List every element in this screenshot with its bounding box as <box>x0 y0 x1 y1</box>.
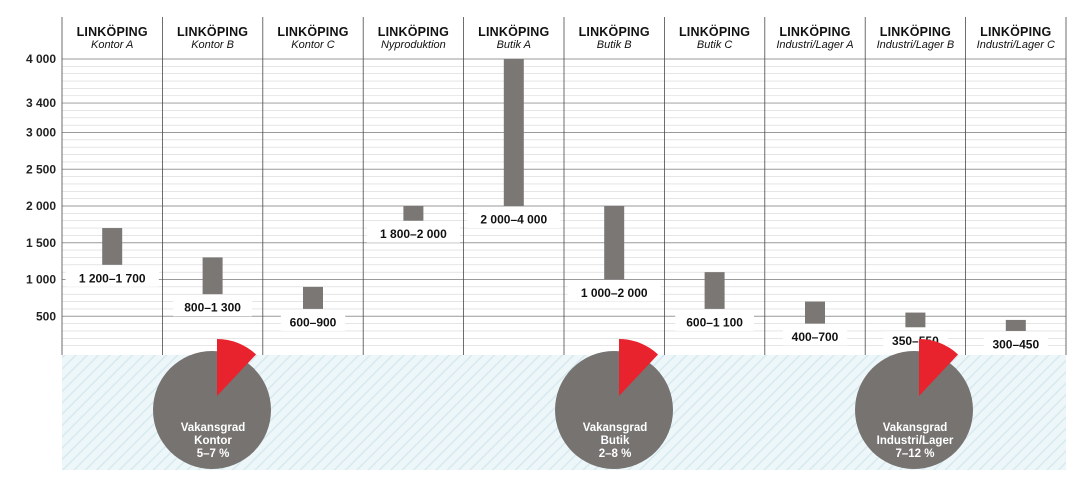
column-city: LINKÖPING <box>177 24 248 39</box>
column-category: Industri/Lager C <box>977 39 1055 51</box>
y-tick-label: 3 000 <box>26 126 56 140</box>
range-label: 2 000–4 000 <box>480 213 547 227</box>
y-tick-label: 1 000 <box>26 273 56 287</box>
column-city: LINKÖPING <box>880 24 951 39</box>
vacancy-label: 5–7 % <box>197 448 230 460</box>
y-tick-label: 4 000 <box>26 52 56 66</box>
column-category: Industri/Lager A <box>776 39 853 51</box>
vacancy-label: 7–12 % <box>895 448 934 460</box>
column-category: Kontor A <box>91 39 133 51</box>
column-city: LINKÖPING <box>779 24 850 39</box>
vacancy-pie <box>153 351 271 469</box>
range-label: 600–900 <box>290 315 337 329</box>
range-label-bg <box>782 327 848 346</box>
range-label-bg <box>280 312 346 331</box>
vacancy-pie-slice <box>217 339 257 396</box>
range-bar <box>905 312 926 328</box>
column-dividers <box>61 17 1067 355</box>
vacancy-label: Industri/Lager <box>877 435 954 447</box>
range-label: 1 200–1 700 <box>79 271 146 285</box>
range-bar <box>202 257 223 295</box>
y-tick-label: 1 500 <box>26 236 56 250</box>
range-label: 1 800–2 000 <box>380 227 447 241</box>
range-bar <box>102 228 123 265</box>
vacancy-pie-slice <box>919 339 959 396</box>
range-bars: 1 200–1 700 800–1 300 600–900 1 800–2 000 2 … <box>65 59 1048 353</box>
vacancy-label: 2–8 % <box>599 448 632 460</box>
range-label: 1 000–2 000 <box>581 286 648 300</box>
range-label-bg <box>983 334 1048 353</box>
column-category: Nyproduktion <box>381 39 446 51</box>
range-label: 400–700 <box>792 330 839 344</box>
vacancy-pie <box>855 351 973 469</box>
range-bar <box>604 206 625 280</box>
vacancy-label: Vakansgrad <box>181 422 246 434</box>
range-bar <box>1005 319 1026 331</box>
range-label: 800–1 300 <box>184 301 241 315</box>
range-label-bg <box>366 224 460 243</box>
vacancy-label: Vakansgrad <box>583 422 648 434</box>
y-tick-label: 500 <box>36 309 56 323</box>
y-tick-label: 2 000 <box>26 199 56 213</box>
vacancy-pie <box>555 351 673 469</box>
column-city: LINKÖPING <box>277 24 348 39</box>
range-bar <box>303 286 323 309</box>
column-category: Kontor C <box>291 39 334 51</box>
range-label-bg <box>65 268 159 287</box>
range-bar <box>503 59 524 206</box>
range-bar <box>704 272 725 309</box>
vacancy-label: Vakansgrad <box>883 422 948 434</box>
range-bar <box>403 206 424 221</box>
range-label-bg <box>467 210 561 228</box>
y-tick-label: 3 400 <box>26 96 56 110</box>
range-label: 300–450 <box>992 337 1039 351</box>
range-label-bg <box>675 312 754 331</box>
vacancy-pie-slice <box>619 339 659 396</box>
column-city: LINKÖPING <box>77 24 148 39</box>
range-bar <box>805 301 825 324</box>
vacancy-label: Butik <box>601 435 630 447</box>
column-city: LINKÖPING <box>378 24 449 39</box>
y-axis: 500 1 000 1 500 2 000 2 500 3 000 3 400 4 000 <box>26 52 56 323</box>
column-city: LINKÖPING <box>579 24 650 39</box>
range-label: 600–1 100 <box>686 315 743 329</box>
column-city: LINKÖPING <box>478 24 549 39</box>
column-category: Butik A <box>497 39 531 51</box>
column-category: Industri/Lager B <box>877 39 955 51</box>
vacancy-label: Kontor <box>194 435 232 447</box>
column-category: Butik B <box>597 39 632 51</box>
column-category: Kontor B <box>191 39 234 51</box>
column-city: LINKÖPING <box>980 24 1051 39</box>
column-category: Butik C <box>697 39 733 51</box>
range-label-bg <box>567 283 661 302</box>
y-tick-label: 2 500 <box>26 162 56 176</box>
range-label-bg <box>173 298 252 317</box>
column-city: LINKÖPING <box>679 24 750 39</box>
